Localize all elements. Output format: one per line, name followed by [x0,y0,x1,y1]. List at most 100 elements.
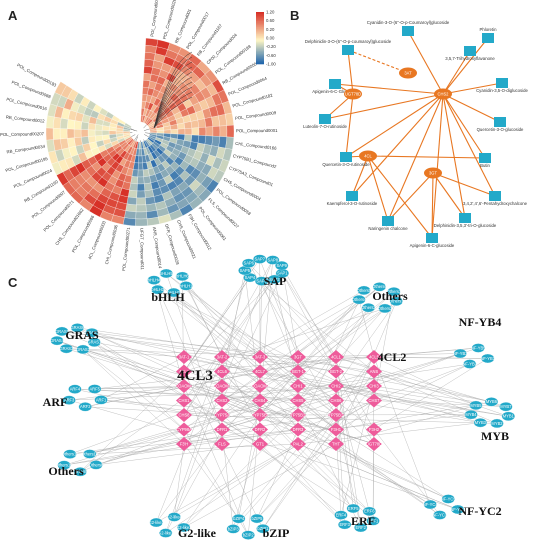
network-c-edge [183,385,249,536]
colorbar-segment [256,28,264,31]
colorbar-segment [256,60,264,62]
heatmap-cell [156,130,165,134]
heatmap-cell [184,128,193,136]
heatmap-cell [136,183,145,192]
heatmap-cell [143,65,153,75]
gene-diamond-label: FLS [218,442,226,447]
network-c-edge [85,356,337,407]
gene-diamond-label: CHS7 [369,398,381,403]
tf-node [62,395,76,405]
network-b-edge [431,93,444,239]
tf-node [499,402,513,412]
group-label-myb: MYB [481,429,509,443]
tf-node [266,255,280,265]
tf-node-label: MYB3 [475,420,487,425]
gene-diamond-label: CHS2 [217,398,229,403]
colorbar-segment [256,22,264,24]
network-c-edge [183,356,498,424]
gene-diamond [289,422,307,437]
network-c-edge [259,299,360,416]
gene-diamond [213,437,231,451]
network-c-edge [89,371,375,455]
tf-node-label: MYB6 [486,399,498,404]
heatmap-cell [138,155,143,164]
network-c-edge [77,327,261,445]
metabolite-label: Apigenin-6-C-glucoside [410,243,455,248]
network-c-edge [221,273,283,401]
heatmap-colorbar: 1.20 0.60 0.20 0.00 -0.20 -0.60 -1.00 [256,10,276,67]
heatmap-row-label: CYP75B1_Compound2 [232,153,277,169]
network-c-edge [259,429,345,525]
metabolite-node [482,33,494,43]
metabolite-node [319,114,331,124]
network-c-group-labels: bHLH SAP Others NF-YB4 GRAS ARF MYB Others G2-li… [43,274,509,540]
network-c-edge [262,356,375,529]
network-c-edge [335,385,509,417]
gene-diamond [175,364,193,379]
network-c-edge [221,414,342,516]
tf-node-label: Others7 [387,289,402,294]
network-c-edge [96,385,375,466]
gene-diamond [365,437,383,451]
dendrogram-branch [135,136,139,142]
tf-node [433,510,447,520]
colorbar-segment [256,21,264,23]
tf-node-label: bZIP5 [252,516,264,521]
gene-diamond [213,379,231,393]
network-b-edge [442,93,501,123]
network-c-edge [244,270,375,372]
network-c-edge [69,399,223,445]
tf-node-label: Others11 [62,452,79,457]
tf-node [354,522,368,533]
tf-node-label: Others2 [378,306,393,311]
dendrogram-branch [144,134,149,138]
network-c-edge [157,289,337,401]
heatmap-cell [145,38,159,47]
dendrogram-branch [143,124,147,129]
metabolite-node [382,216,394,226]
gene-diamond-label: CYP75B1-4 [325,413,347,418]
tf-node [232,514,246,524]
network-c-edge [174,443,185,517]
network-c-edge [259,291,394,416]
network-c-edge [259,371,476,406]
colorbar-segment [256,31,264,34]
heatmap-row-label: POL_Compound00195 [5,156,49,173]
network-c-edge [238,400,261,519]
gene-diamond-label: 3AT-1 [179,355,190,360]
metabolite-node [346,191,358,201]
metabolite-node [479,153,491,163]
tf-node-label: ARF2 [80,404,91,409]
heatmap-cell [73,120,83,130]
metabolite-label: Cyanidin-3-O-(6''-O-p-Coumaroyl)glucosid… [367,20,450,25]
heatmap-cell [163,129,172,134]
gene-diamond-label: ANS [370,369,379,374]
gene-diamond [251,408,269,422]
panel-letter-a: A [8,8,18,23]
gene-diamond-label: DFR1 [217,427,228,432]
gene-diamond-label: 3GT [294,355,302,360]
heatmap-row-label: CHI_Compound0036 [104,224,119,265]
heatmap-cell [73,128,82,138]
gene-node [344,88,362,100]
gene-diamond-label: 4CL1 [331,355,342,360]
group-label-others_top: Others [372,289,408,303]
network-c-edge [335,385,370,512]
tf-node-label: SAP8 [268,257,279,262]
network-b-edge [351,155,369,197]
group-label-nfyb4: NF-YB4 [459,315,502,329]
tf-node-label: NF-YB5 [471,345,486,350]
metabolite-label: Delphinidin-3-O-(6''-O-p-coumaroyl)gluco… [305,39,392,44]
group-label-sap: SAP [264,274,287,288]
tf-node [59,344,74,354]
network-c-edge [256,400,375,519]
tf-node-label: ERF6 [364,509,375,514]
tf-node [484,397,499,407]
colorbar-tick-label: 0.20 [266,27,275,32]
colorbar-segment [256,52,264,54]
metabolite-node [489,191,501,201]
network-b-edge [367,155,486,159]
heatmap-cell [135,218,148,227]
network-c-edge [74,388,261,430]
tf-node-label: SAP6 [243,261,254,266]
